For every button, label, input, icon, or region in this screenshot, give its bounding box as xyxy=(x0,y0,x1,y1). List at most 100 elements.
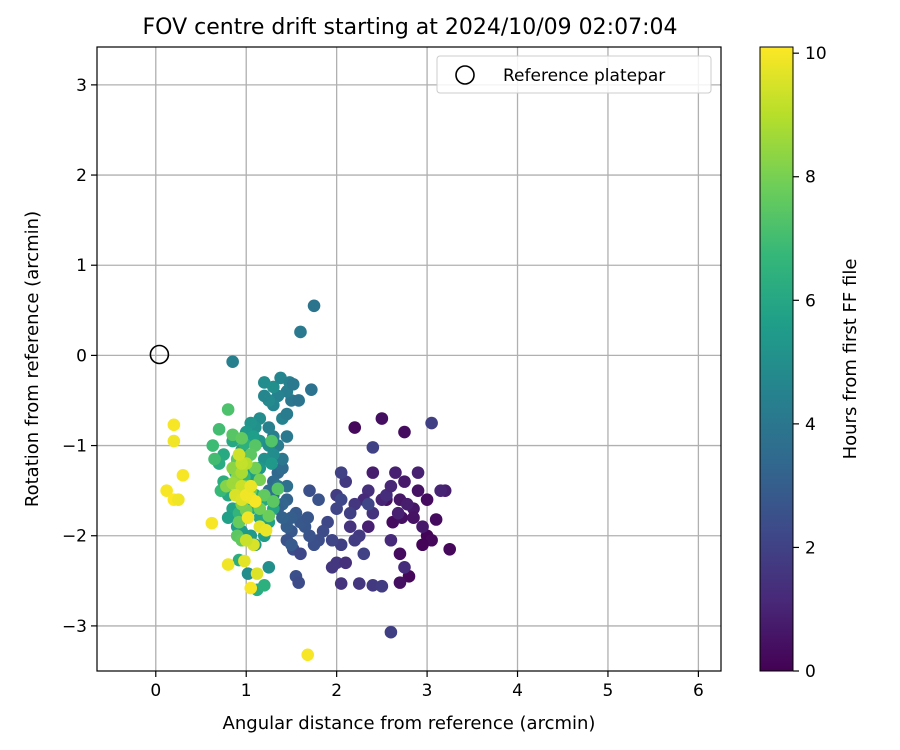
data-point xyxy=(262,561,276,574)
data-point xyxy=(221,558,235,571)
y-tick-label: 0 xyxy=(76,346,87,366)
data-point xyxy=(325,533,339,547)
data-point xyxy=(343,520,357,534)
data-point xyxy=(416,538,429,552)
x-axis-ticks: 0 1 2 3 4 5 6 xyxy=(150,671,704,701)
data-point xyxy=(239,533,253,547)
data-point xyxy=(303,484,316,497)
colorbar-tick-label: 8 xyxy=(805,168,816,188)
data-point xyxy=(244,581,258,595)
data-point xyxy=(366,579,380,592)
data-point xyxy=(265,434,278,448)
data-point xyxy=(221,403,235,416)
plot-frame xyxy=(96,46,722,672)
data-point xyxy=(241,511,255,525)
data-point xyxy=(253,473,267,487)
legend-label: Reference platepar xyxy=(503,66,665,86)
data-point xyxy=(292,394,305,407)
legend-marker-icon xyxy=(455,65,475,85)
data-point xyxy=(292,576,305,589)
x-tick-label: 0 xyxy=(150,681,161,701)
data-point xyxy=(235,432,248,445)
y-tick-label: 3 xyxy=(76,76,87,96)
y-tick-label: 2 xyxy=(76,166,87,186)
colorbar: 0 2 4 6 8 10 Hours from first FF file xyxy=(759,44,861,682)
data-point xyxy=(267,495,280,508)
data-point xyxy=(241,567,255,580)
data-point xyxy=(258,579,271,592)
colorbar-tick-label: 10 xyxy=(805,44,827,64)
data-point xyxy=(280,430,294,443)
data-point xyxy=(384,479,398,493)
chart-title: FOV centre drift starting at 2024/10/09 … xyxy=(143,15,678,40)
x-tick-label: 3 xyxy=(422,681,433,701)
y-axis-ticks: 3 2 1 0 −1 −2 −3 xyxy=(62,76,97,637)
data-point xyxy=(375,579,389,593)
data-point xyxy=(226,355,239,369)
colorbar-tick-label: 6 xyxy=(805,291,816,311)
data-point xyxy=(352,577,366,590)
data-point xyxy=(393,576,407,589)
x-tick-label: 5 xyxy=(603,681,614,701)
data-point xyxy=(348,533,362,547)
data-point xyxy=(398,561,411,574)
data-point xyxy=(348,421,362,434)
data-point xyxy=(393,547,407,561)
data-point xyxy=(307,299,321,313)
data-point xyxy=(411,466,425,479)
y-tick-label: −2 xyxy=(62,527,87,547)
data-point xyxy=(325,561,339,574)
data-point xyxy=(407,511,420,525)
data-point xyxy=(384,533,398,547)
data-point xyxy=(276,511,289,525)
x-axis-label: Angular distance from reference (arcmin) xyxy=(223,713,596,734)
data-point xyxy=(212,423,226,436)
colorbar-ticks: 0 2 4 6 8 10 xyxy=(793,44,827,682)
data-point xyxy=(208,452,221,466)
data-point xyxy=(238,554,251,568)
x-tick-label: 6 xyxy=(693,681,704,701)
data-point xyxy=(267,380,280,394)
data-point xyxy=(167,418,181,432)
data-point xyxy=(176,469,190,482)
data-point xyxy=(301,648,315,662)
data-point xyxy=(357,547,371,561)
data-point xyxy=(391,506,405,520)
data-point xyxy=(434,484,447,497)
data-point xyxy=(362,520,375,534)
colorbar-label: Hours from first FF file xyxy=(840,259,861,460)
data-point xyxy=(259,524,273,537)
data-point xyxy=(384,625,398,639)
data-point xyxy=(167,434,181,448)
data-point xyxy=(262,421,276,434)
data-point xyxy=(429,513,443,526)
data-point xyxy=(244,479,258,493)
data-point xyxy=(334,577,348,590)
data-point xyxy=(205,516,219,530)
data-points xyxy=(160,299,456,662)
reference-platepar-marker xyxy=(149,344,170,365)
data-point xyxy=(250,567,264,580)
data-point xyxy=(339,556,352,570)
data-point xyxy=(366,441,380,454)
data-point xyxy=(375,412,389,425)
legend: Reference platepar xyxy=(436,55,712,94)
data-point xyxy=(258,389,271,403)
data-point xyxy=(389,466,402,479)
data-point xyxy=(206,439,220,452)
y-tick-label: −1 xyxy=(62,437,87,457)
data-point xyxy=(285,538,298,552)
data-point xyxy=(280,407,294,421)
data-point xyxy=(258,488,271,502)
colorbar-bar xyxy=(759,46,794,672)
data-point xyxy=(286,377,300,391)
x-tick-label: 1 xyxy=(241,681,252,701)
y-tick-label: 1 xyxy=(76,256,87,276)
data-point xyxy=(366,466,380,479)
data-point xyxy=(443,542,456,556)
legend-box xyxy=(436,55,712,94)
data-point xyxy=(294,325,307,339)
data-point xyxy=(398,425,411,439)
data-point xyxy=(334,493,348,506)
